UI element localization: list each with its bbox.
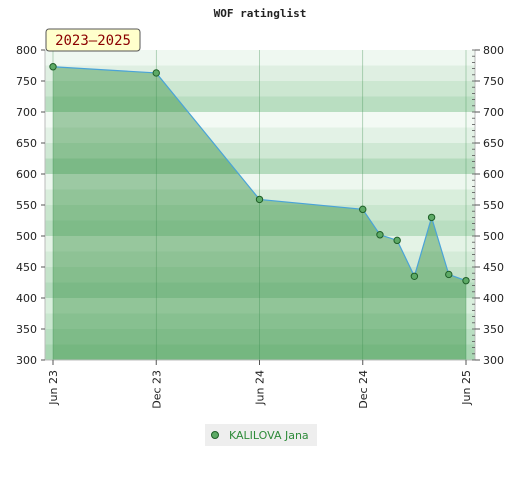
x-tick-label: Jun 23 [47, 370, 60, 406]
background-band [45, 329, 475, 345]
y-tick-label-right: 300 [483, 354, 504, 367]
background-band [45, 267, 475, 283]
background-band [45, 50, 475, 66]
data-point [462, 276, 470, 285]
legend[interactable]: KALILOVA Jana [205, 424, 317, 446]
y-tick-label-left: 400 [16, 292, 37, 305]
y-tick-label-left: 350 [16, 323, 37, 336]
background-band [45, 236, 475, 252]
background-band [45, 313, 475, 329]
axes: 300 300 350 350 400 400 450 450 500 500 550 550 600 6… [16, 44, 504, 409]
y-tick-label-right: 800 [483, 44, 504, 57]
data-point [376, 231, 384, 239]
y-tick-label-right: 500 [483, 230, 504, 243]
data-point [393, 236, 401, 245]
y-tick-label-left: 650 [16, 137, 37, 150]
background-band [45, 81, 475, 97]
y-tick-label-left: 450 [16, 261, 37, 274]
y-tick-label-right: 700 [483, 106, 504, 119]
series-line [52, 66, 467, 282]
background-bands [45, 50, 475, 360]
y-tick-label-left: 800 [16, 44, 37, 57]
y-tick-label-right: 650 [483, 137, 504, 150]
background-band [45, 143, 475, 159]
background-band [45, 251, 475, 267]
legend-label: KALILOVA Jana [229, 429, 309, 442]
x-tick-label: Dec 24 [357, 370, 370, 409]
background-band [45, 220, 475, 236]
data-point [255, 195, 264, 204]
period-badge: 2023–2025 [45, 28, 141, 52]
x-tick-label: Jun 24 [254, 370, 267, 406]
data-point [445, 270, 453, 279]
data-point [49, 63, 57, 71]
y-tick-label-left: 300 [16, 354, 37, 367]
points-layer [49, 63, 470, 285]
data-point [410, 272, 419, 280]
chart-title: WOF ratinglist [214, 7, 307, 20]
y-tick-label-right: 450 [483, 261, 504, 274]
background-band [45, 298, 475, 314]
x-tick-label: Jun 25 [460, 370, 473, 406]
y-tick-label-right: 750 [483, 75, 504, 88]
y-tick-label-left: 600 [16, 168, 37, 181]
y-tick-label-right: 400 [483, 292, 504, 305]
background-band [45, 127, 475, 143]
x-tick-label: Dec 23 [150, 370, 163, 409]
background-band [45, 65, 475, 81]
y-tick-label-left: 750 [16, 75, 37, 88]
y-tick-label-right: 600 [483, 168, 504, 181]
y-tick-label-left: 500 [16, 230, 37, 243]
data-point [427, 213, 436, 222]
legend-marker [211, 431, 219, 439]
background-band [45, 174, 475, 190]
background-band [45, 112, 475, 128]
background-band [45, 282, 475, 298]
background-band [45, 96, 475, 112]
y-tick-label-right: 550 [483, 199, 504, 212]
period-label: 2023–2025 [55, 33, 131, 49]
y-tick-label-left: 550 [16, 199, 37, 212]
data-point [152, 69, 160, 77]
background-band [45, 344, 475, 360]
background-band [45, 158, 475, 174]
period-badge-box [45, 28, 141, 52]
y-tick-label-right: 350 [483, 323, 504, 336]
y-tick-label-left: 700 [16, 106, 37, 119]
data-point [359, 205, 367, 214]
legend-box [205, 424, 317, 446]
